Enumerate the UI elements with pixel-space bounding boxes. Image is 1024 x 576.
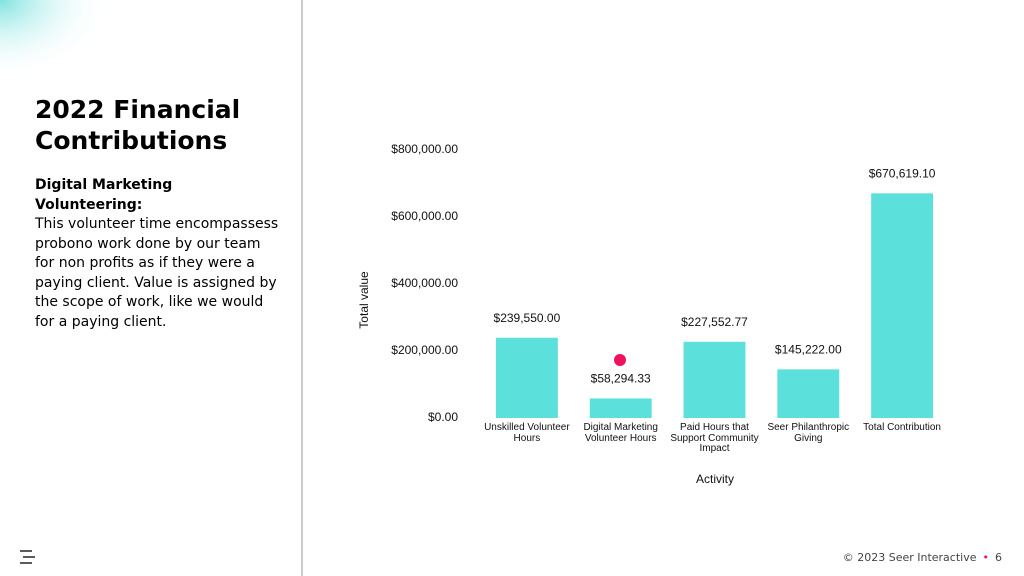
bar (777, 369, 840, 418)
page-number: 6 (995, 551, 1002, 564)
y-tick-label: $200,000.00 (391, 343, 458, 357)
x-tick-label: Total Contribution (863, 422, 941, 433)
y-tick-label: $800,000.00 (391, 142, 458, 156)
x-tick-label: Paid Hours that Support Community Impact (670, 422, 759, 454)
body-text: Digital Marketing Volunteering: This volu… (35, 176, 280, 332)
x-tick-label: Unskilled Volunteer Hours (484, 422, 570, 444)
x-tick-label: Digital Marketing Volunteer Hours (583, 422, 658, 444)
footer-dot: • (982, 551, 990, 564)
value-label: $145,222.00 (775, 343, 842, 357)
footer-text: © 2023 Seer Interactive (842, 551, 977, 564)
value-label: $239,550.00 (494, 311, 561, 325)
bar (495, 337, 558, 418)
corner-glow (0, 0, 110, 80)
body-paragraph: This volunteer time encompassess probono… (35, 216, 279, 330)
y-tick-label: $0.00 (428, 410, 458, 424)
y-tick-label: $600,000.00 (391, 209, 458, 223)
bar (871, 193, 934, 418)
footer: © 2023 Seer Interactive • 6 (843, 551, 1002, 564)
logo (20, 550, 35, 564)
slide-title: 2022 Financial Contributions (35, 95, 241, 155)
value-label: $670,619.10 (869, 167, 936, 181)
x-axis-label: Activity (696, 472, 734, 486)
y-axis-label: Total value (357, 271, 371, 329)
y-tick-label: $400,000.00 (391, 276, 458, 290)
body-heading: Digital Marketing Volunteering: (35, 177, 173, 213)
bar (683, 341, 746, 418)
bar (589, 398, 652, 418)
x-tick-label: Seer Philanthropic Giving (767, 422, 850, 444)
value-label: $58,294.33 (591, 372, 651, 386)
marker-dot (614, 354, 626, 366)
value-label: $227,552.77 (681, 315, 748, 329)
